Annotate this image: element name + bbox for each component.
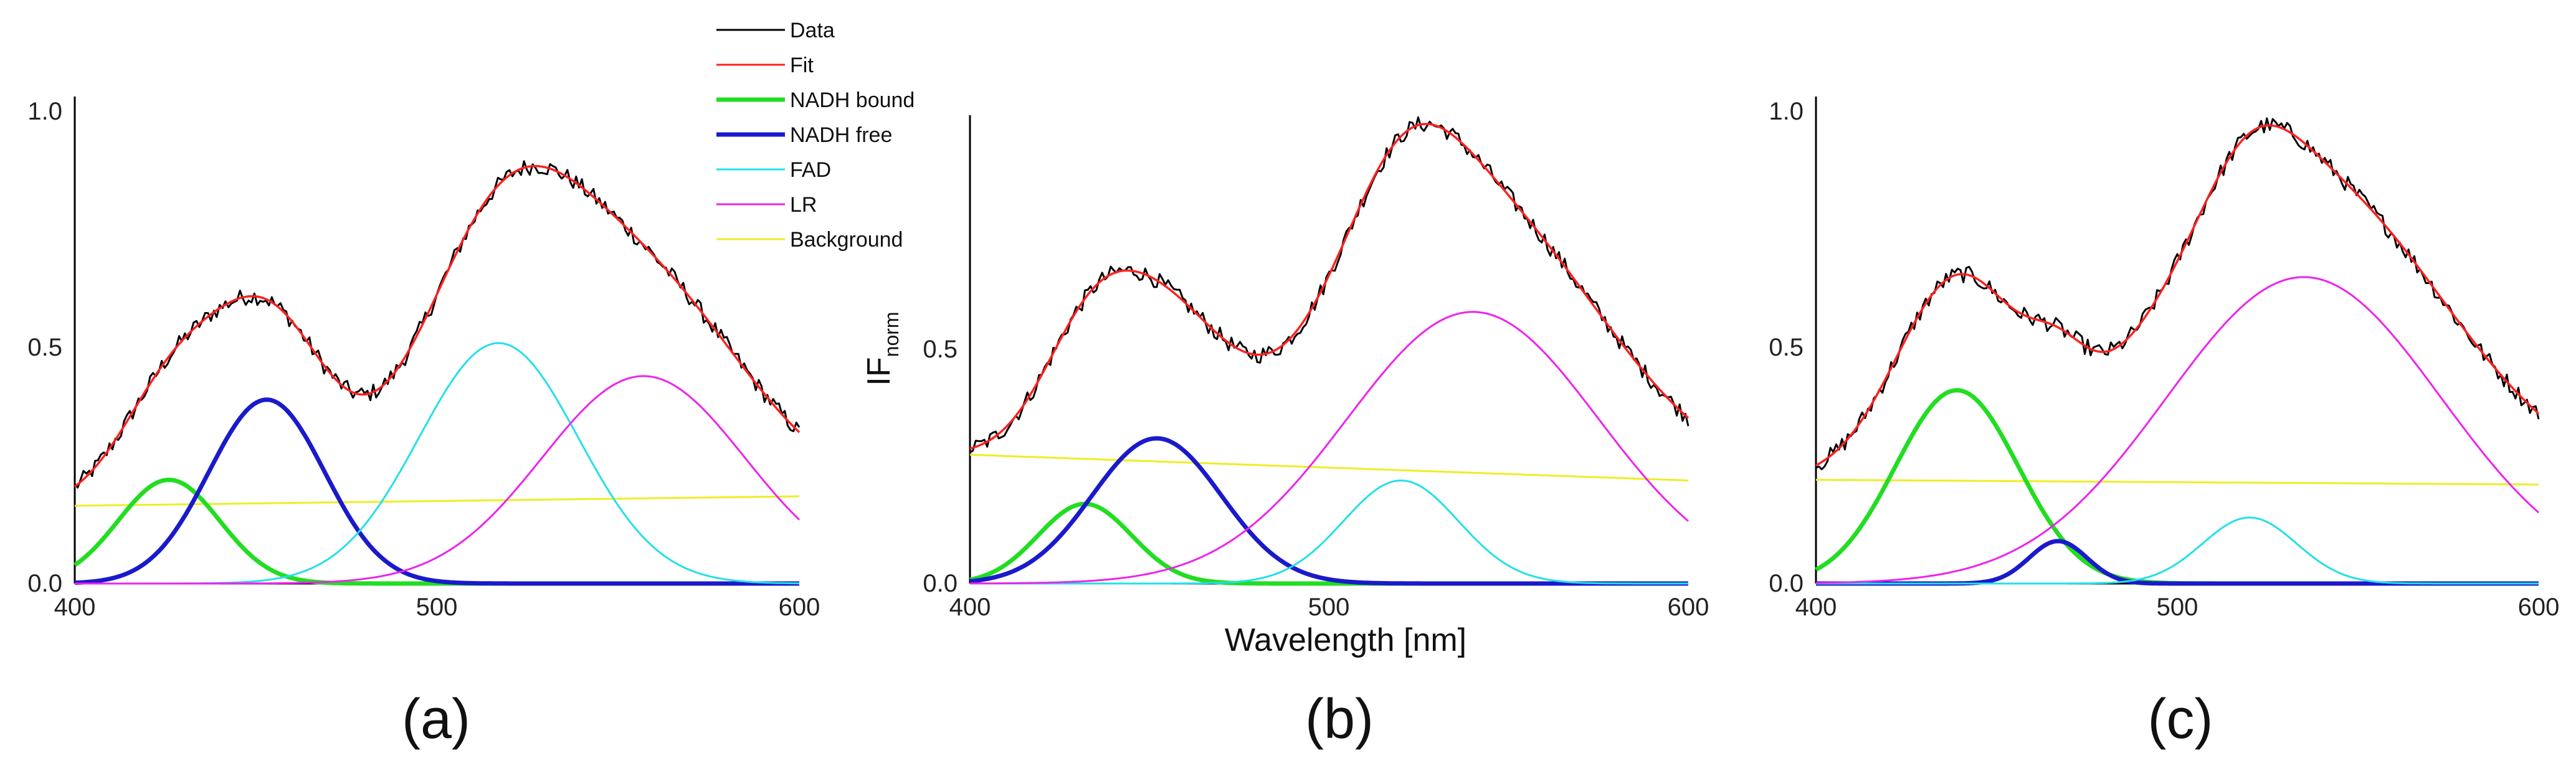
panel-b: 400 500 600 0.0 0.5 Wavelength [nm] IFno… bbox=[861, 115, 1709, 750]
legend-item-fit: Fit bbox=[716, 54, 814, 77]
y-tick-label: 0.0 bbox=[1769, 570, 1804, 597]
legend-label: Data bbox=[790, 19, 835, 42]
y-axis-title-group: IFnorm bbox=[861, 311, 903, 385]
legend-label: NADH bound bbox=[790, 88, 915, 112]
series-line-lr bbox=[969, 311, 1689, 585]
y-tick-label: 0.0 bbox=[27, 570, 62, 597]
series-line-nadh-bound bbox=[1815, 388, 2539, 586]
series-line-nadh-free bbox=[969, 436, 1689, 586]
x-tick-label: 400 bbox=[949, 593, 991, 621]
panel-label: (b) bbox=[1305, 688, 1374, 750]
y-axis-title-subscript: norm bbox=[880, 311, 903, 357]
panel-label: (a) bbox=[402, 688, 470, 750]
x-tick-label: 500 bbox=[416, 593, 458, 621]
y-tick-label: 0.5 bbox=[27, 334, 62, 361]
x-axis-title: Wavelength [nm] bbox=[1225, 622, 1466, 658]
y-tick-label: 0.5 bbox=[923, 336, 958, 363]
series-line-nadh-bound bbox=[74, 478, 800, 586]
x-tick-label: 600 bbox=[779, 593, 820, 621]
series-line-background bbox=[1816, 479, 2539, 486]
series-line-fad bbox=[1816, 516, 2539, 585]
y-axis-title-main: IF bbox=[861, 357, 897, 385]
series-line-background bbox=[969, 453, 1689, 482]
x-tick-label: 400 bbox=[1795, 593, 1837, 621]
x-tick-label: 600 bbox=[1668, 593, 1709, 621]
series-line-data bbox=[969, 116, 1690, 453]
panel-a: 400 500 600 0.0 0.5 1.0 (a) bbox=[27, 97, 820, 750]
legend-item-background: Background bbox=[716, 228, 903, 252]
legend-item-nadh-bound: NADH bound bbox=[716, 88, 915, 112]
series-line-nadh-free bbox=[74, 397, 800, 586]
x-tick-label: 500 bbox=[1308, 593, 1350, 621]
series-line-background bbox=[75, 495, 799, 507]
series-line-fad bbox=[75, 342, 799, 585]
y-tick-label: 0.0 bbox=[923, 570, 958, 597]
legend-item-data: Data bbox=[716, 19, 835, 42]
panel-c: 400 500 600 0.0 0.5 1.0 (c) bbox=[1769, 97, 2559, 750]
y-tick-label: 0.5 bbox=[1769, 334, 1804, 361]
series-line-fit bbox=[74, 164, 801, 488]
panel-label: (c) bbox=[2148, 688, 2213, 750]
y-tick-label: 1.0 bbox=[27, 98, 62, 125]
legend-label: NADH free bbox=[790, 123, 892, 147]
series-layer bbox=[969, 116, 1690, 586]
x-tick-label: 600 bbox=[2518, 593, 2560, 621]
series-line-fad bbox=[970, 480, 1688, 585]
y-axis-title: IFnorm bbox=[861, 311, 903, 385]
series-line-lr bbox=[75, 375, 801, 585]
x-tick-label: 400 bbox=[54, 593, 96, 621]
series-line-data bbox=[1815, 117, 2540, 471]
legend-item-nadh-free: NADH free bbox=[716, 123, 892, 147]
legend-label: Fit bbox=[790, 54, 814, 77]
series-line-lr bbox=[1816, 276, 2540, 584]
legend-item-lr: LR bbox=[716, 193, 817, 217]
series-layer bbox=[1815, 117, 2540, 586]
series-line-fit bbox=[1815, 124, 2540, 466]
legend-label: FAD bbox=[790, 158, 831, 182]
series-line-data bbox=[74, 160, 801, 489]
legend-item-fad: FAD bbox=[716, 158, 831, 182]
y-tick-label: 1.0 bbox=[1769, 98, 1804, 125]
x-tick-label: 500 bbox=[2157, 593, 2198, 621]
series-line-fit bbox=[969, 123, 1690, 450]
legend-label: LR bbox=[790, 193, 817, 217]
legend: Data Fit NADH bound NADH free FAD LR Bac… bbox=[716, 19, 915, 252]
series-layer bbox=[74, 160, 801, 586]
legend-label: Background bbox=[790, 228, 903, 252]
